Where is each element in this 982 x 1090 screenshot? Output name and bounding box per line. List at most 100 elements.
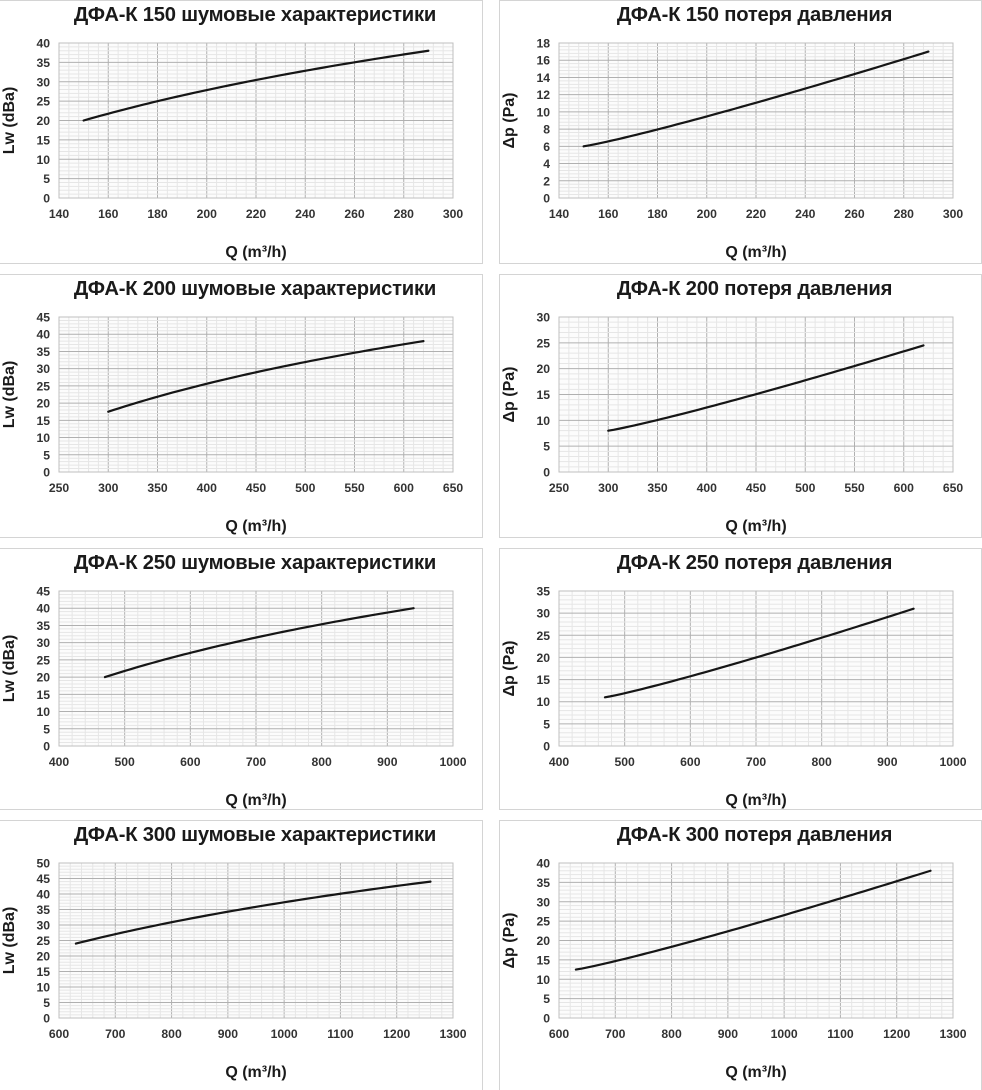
- svg-text:Q (m³/h): Q (m³/h): [725, 792, 786, 809]
- svg-text:30: 30: [36, 75, 50, 89]
- svg-text:0: 0: [43, 740, 50, 754]
- svg-text:15: 15: [536, 673, 550, 687]
- svg-text:140: 140: [549, 207, 570, 221]
- svg-text:30: 30: [536, 311, 550, 325]
- svg-text:35: 35: [536, 585, 550, 599]
- svg-text:450: 450: [246, 481, 267, 495]
- svg-text:50: 50: [36, 857, 50, 871]
- svg-text:5: 5: [43, 996, 50, 1010]
- svg-text:15: 15: [536, 953, 550, 967]
- svg-text:20: 20: [36, 950, 50, 964]
- svg-text:900: 900: [718, 1027, 739, 1041]
- svg-text:600: 600: [549, 1027, 570, 1041]
- svg-text:35: 35: [36, 619, 50, 633]
- svg-text:600: 600: [49, 1027, 70, 1041]
- svg-text:1300: 1300: [439, 1027, 466, 1041]
- svg-text:300: 300: [443, 207, 464, 221]
- svg-text:10: 10: [536, 105, 550, 119]
- svg-text:Q (m³/h): Q (m³/h): [725, 1064, 786, 1081]
- svg-text:30: 30: [36, 919, 50, 933]
- svg-text:40: 40: [36, 602, 50, 616]
- svg-text:200: 200: [197, 207, 218, 221]
- svg-text:8: 8: [543, 123, 550, 137]
- svg-text:15: 15: [536, 388, 550, 402]
- svg-text:1300: 1300: [939, 1027, 966, 1041]
- svg-text:350: 350: [147, 481, 168, 495]
- svg-text:280: 280: [394, 207, 415, 221]
- svg-text:700: 700: [605, 1027, 626, 1041]
- svg-text:180: 180: [147, 207, 168, 221]
- svg-text:30: 30: [36, 362, 50, 376]
- svg-text:300: 300: [943, 207, 964, 221]
- svg-text:0: 0: [543, 1012, 550, 1026]
- svg-text:2: 2: [543, 174, 550, 188]
- svg-text:300: 300: [598, 481, 619, 495]
- svg-text:35: 35: [36, 56, 50, 70]
- svg-text:10: 10: [36, 153, 50, 167]
- svg-text:0: 0: [543, 740, 550, 754]
- svg-text:500: 500: [614, 755, 635, 769]
- svg-text:30: 30: [36, 636, 50, 650]
- svg-text:20: 20: [536, 934, 550, 948]
- svg-text:25: 25: [536, 915, 550, 929]
- svg-text:140: 140: [49, 207, 70, 221]
- svg-text:Q (m³/h): Q (m³/h): [725, 244, 786, 261]
- svg-text:10: 10: [36, 981, 50, 995]
- svg-text:800: 800: [161, 1027, 182, 1041]
- svg-text:5: 5: [543, 440, 550, 454]
- svg-text:5: 5: [543, 717, 550, 731]
- svg-text:160: 160: [598, 207, 619, 221]
- svg-text:Q (m³/h): Q (m³/h): [225, 792, 286, 809]
- svg-text:1000: 1000: [439, 755, 466, 769]
- svg-text:1100: 1100: [827, 1027, 854, 1041]
- svg-text:25: 25: [36, 95, 50, 109]
- svg-text:Δp (Pa): Δp (Pa): [501, 641, 518, 697]
- svg-text:600: 600: [394, 481, 415, 495]
- svg-text:20: 20: [36, 671, 50, 685]
- svg-text:1100: 1100: [327, 1027, 354, 1041]
- svg-text:45: 45: [36, 311, 50, 325]
- svg-text:Q (m³/h): Q (m³/h): [725, 518, 786, 535]
- svg-text:Δp (Pa): Δp (Pa): [501, 913, 518, 969]
- svg-text:250: 250: [49, 481, 70, 495]
- svg-text:200: 200: [697, 207, 718, 221]
- svg-text:10: 10: [36, 431, 50, 445]
- svg-text:45: 45: [36, 872, 50, 886]
- svg-text:6: 6: [543, 140, 550, 154]
- svg-text:800: 800: [661, 1027, 682, 1041]
- svg-text:600: 600: [894, 481, 915, 495]
- svg-text:550: 550: [344, 481, 365, 495]
- svg-text:1200: 1200: [383, 1027, 410, 1041]
- svg-text:5: 5: [43, 448, 50, 462]
- svg-text:40: 40: [36, 328, 50, 342]
- svg-text:20: 20: [536, 651, 550, 665]
- svg-text:35: 35: [36, 345, 50, 359]
- svg-text:45: 45: [36, 585, 50, 599]
- svg-text:600: 600: [180, 755, 201, 769]
- svg-text:Lw (dBa): Lw (dBa): [1, 361, 18, 429]
- svg-text:25: 25: [36, 379, 50, 393]
- svg-text:650: 650: [443, 481, 464, 495]
- svg-text:10: 10: [536, 414, 550, 428]
- svg-text:15: 15: [36, 414, 50, 428]
- svg-text:500: 500: [295, 481, 316, 495]
- svg-text:10: 10: [36, 705, 50, 719]
- svg-text:Lw (dBa): Lw (dBa): [1, 87, 18, 155]
- svg-text:500: 500: [114, 755, 135, 769]
- svg-text:25: 25: [536, 336, 550, 350]
- svg-text:250: 250: [549, 481, 570, 495]
- svg-text:350: 350: [647, 481, 668, 495]
- svg-text:16: 16: [536, 54, 550, 68]
- svg-text:40: 40: [36, 37, 50, 51]
- svg-text:400: 400: [49, 755, 70, 769]
- svg-text:650: 650: [943, 481, 964, 495]
- svg-text:15: 15: [36, 688, 50, 702]
- svg-text:Lw (dBa): Lw (dBa): [1, 907, 18, 975]
- svg-text:450: 450: [746, 481, 767, 495]
- svg-text:800: 800: [311, 755, 332, 769]
- svg-text:700: 700: [246, 755, 267, 769]
- svg-text:10: 10: [536, 695, 550, 709]
- svg-text:220: 220: [746, 207, 767, 221]
- svg-text:1000: 1000: [771, 1027, 798, 1041]
- svg-text:0: 0: [543, 192, 550, 206]
